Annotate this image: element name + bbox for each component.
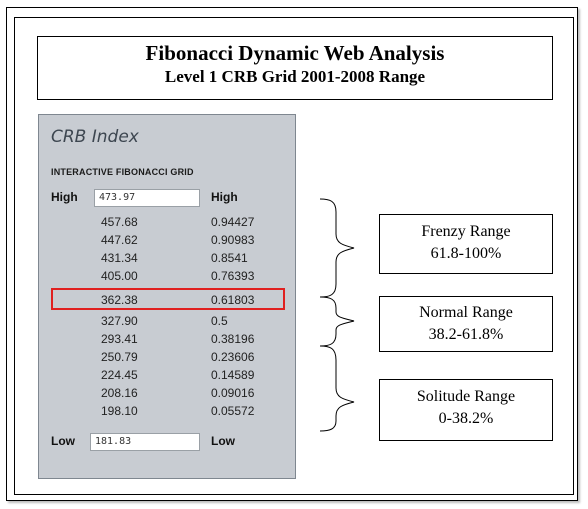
row-ratio: 0.05572 <box>211 404 255 418</box>
row-ratio: 0.8541 <box>211 251 248 265</box>
inner-frame <box>14 17 574 495</box>
panel-subtitle: INTERACTIVE FIBONACCI GRID <box>51 167 194 177</box>
outer-frame <box>6 7 578 501</box>
title-line-2: Level 1 CRB Grid 2001-2008 Range <box>164 67 426 86</box>
panel-title: CRB Index <box>51 127 139 147</box>
row-ratio: 0.23606 <box>211 350 255 364</box>
crb-index-panel: CRB Index INTERACTIVE FIBONACCI GRID Hig… <box>38 114 296 479</box>
row-ratio: 0.38196 <box>211 332 255 346</box>
grid-row: 405.00 0.76393 <box>39 269 297 286</box>
row-ratio: 0.61803 <box>211 293 255 307</box>
range-span: 61.8-100% <box>430 245 502 262</box>
title-line-1: Fibonacci Dynamic Web Analysis <box>145 41 445 65</box>
solitude-range-box: Solitude Range 0-38.2% <box>379 379 553 441</box>
row-ratio: 0.09016 <box>211 386 255 400</box>
grid-row: 224.45 0.14589 <box>39 368 297 385</box>
row-price: 457.68 <box>101 215 138 229</box>
title-box: Fibonacci Dynamic Web Analysis Level 1 C… <box>37 36 553 100</box>
frenzy-brace <box>319 198 355 298</box>
row-price: 362.38 <box>101 293 138 307</box>
grid-row: 208.16 0.09016 <box>39 386 297 403</box>
golden-ratio-highlight <box>51 288 285 310</box>
row-ratio: 0.90983 <box>211 233 255 247</box>
normal-range-box: Normal Range 38.2-61.8% <box>379 296 553 352</box>
grid-row: 293.41 0.38196 <box>39 332 297 349</box>
high-right-label: High <box>211 190 238 204</box>
grid-row: 457.68 0.94427 <box>39 215 297 232</box>
grid-row: 447.62 0.90983 <box>39 233 297 250</box>
grid-row: 327.90 0.5 <box>39 314 297 331</box>
range-name: Frenzy Range <box>421 223 511 240</box>
row-ratio: 0.76393 <box>211 269 255 283</box>
row-price: 327.90 <box>101 314 138 328</box>
row-ratio: 0.94427 <box>211 215 255 229</box>
row-ratio: 0.14589 <box>211 368 255 382</box>
range-span: 38.2-61.8% <box>428 326 504 343</box>
frenzy-range-box: Frenzy Range 61.8-100% <box>379 214 553 274</box>
range-name: Normal Range <box>419 304 513 321</box>
grid-row: 250.79 0.23606 <box>39 350 297 367</box>
range-span: 0-38.2% <box>438 410 494 427</box>
low-value-input[interactable]: 181.83 <box>90 433 200 451</box>
range-name: Solitude Range <box>416 388 516 405</box>
row-price: 198.10 <box>101 404 138 418</box>
high-label: High <box>51 190 78 204</box>
low-right-label: Low <box>211 434 235 448</box>
range-braces <box>319 198 355 432</box>
row-price: 208.16 <box>101 386 138 400</box>
row-price: 250.79 <box>101 350 138 364</box>
grid-row-highlighted: 362.38 0.61803 <box>39 293 297 310</box>
low-label: Low <box>51 434 75 448</box>
row-ratio: 0.5 <box>211 314 228 328</box>
row-price: 447.62 <box>101 233 138 247</box>
row-price: 293.41 <box>101 332 138 346</box>
normal-brace <box>319 296 355 347</box>
grid-row: 198.10 0.05572 <box>39 404 297 421</box>
row-price: 431.34 <box>101 251 138 265</box>
high-value-input[interactable]: 473.97 <box>94 189 200 207</box>
solitude-brace <box>319 345 355 432</box>
grid-row: 431.34 0.8541 <box>39 251 297 268</box>
row-price: 224.45 <box>101 368 138 382</box>
row-price: 405.00 <box>101 269 138 283</box>
